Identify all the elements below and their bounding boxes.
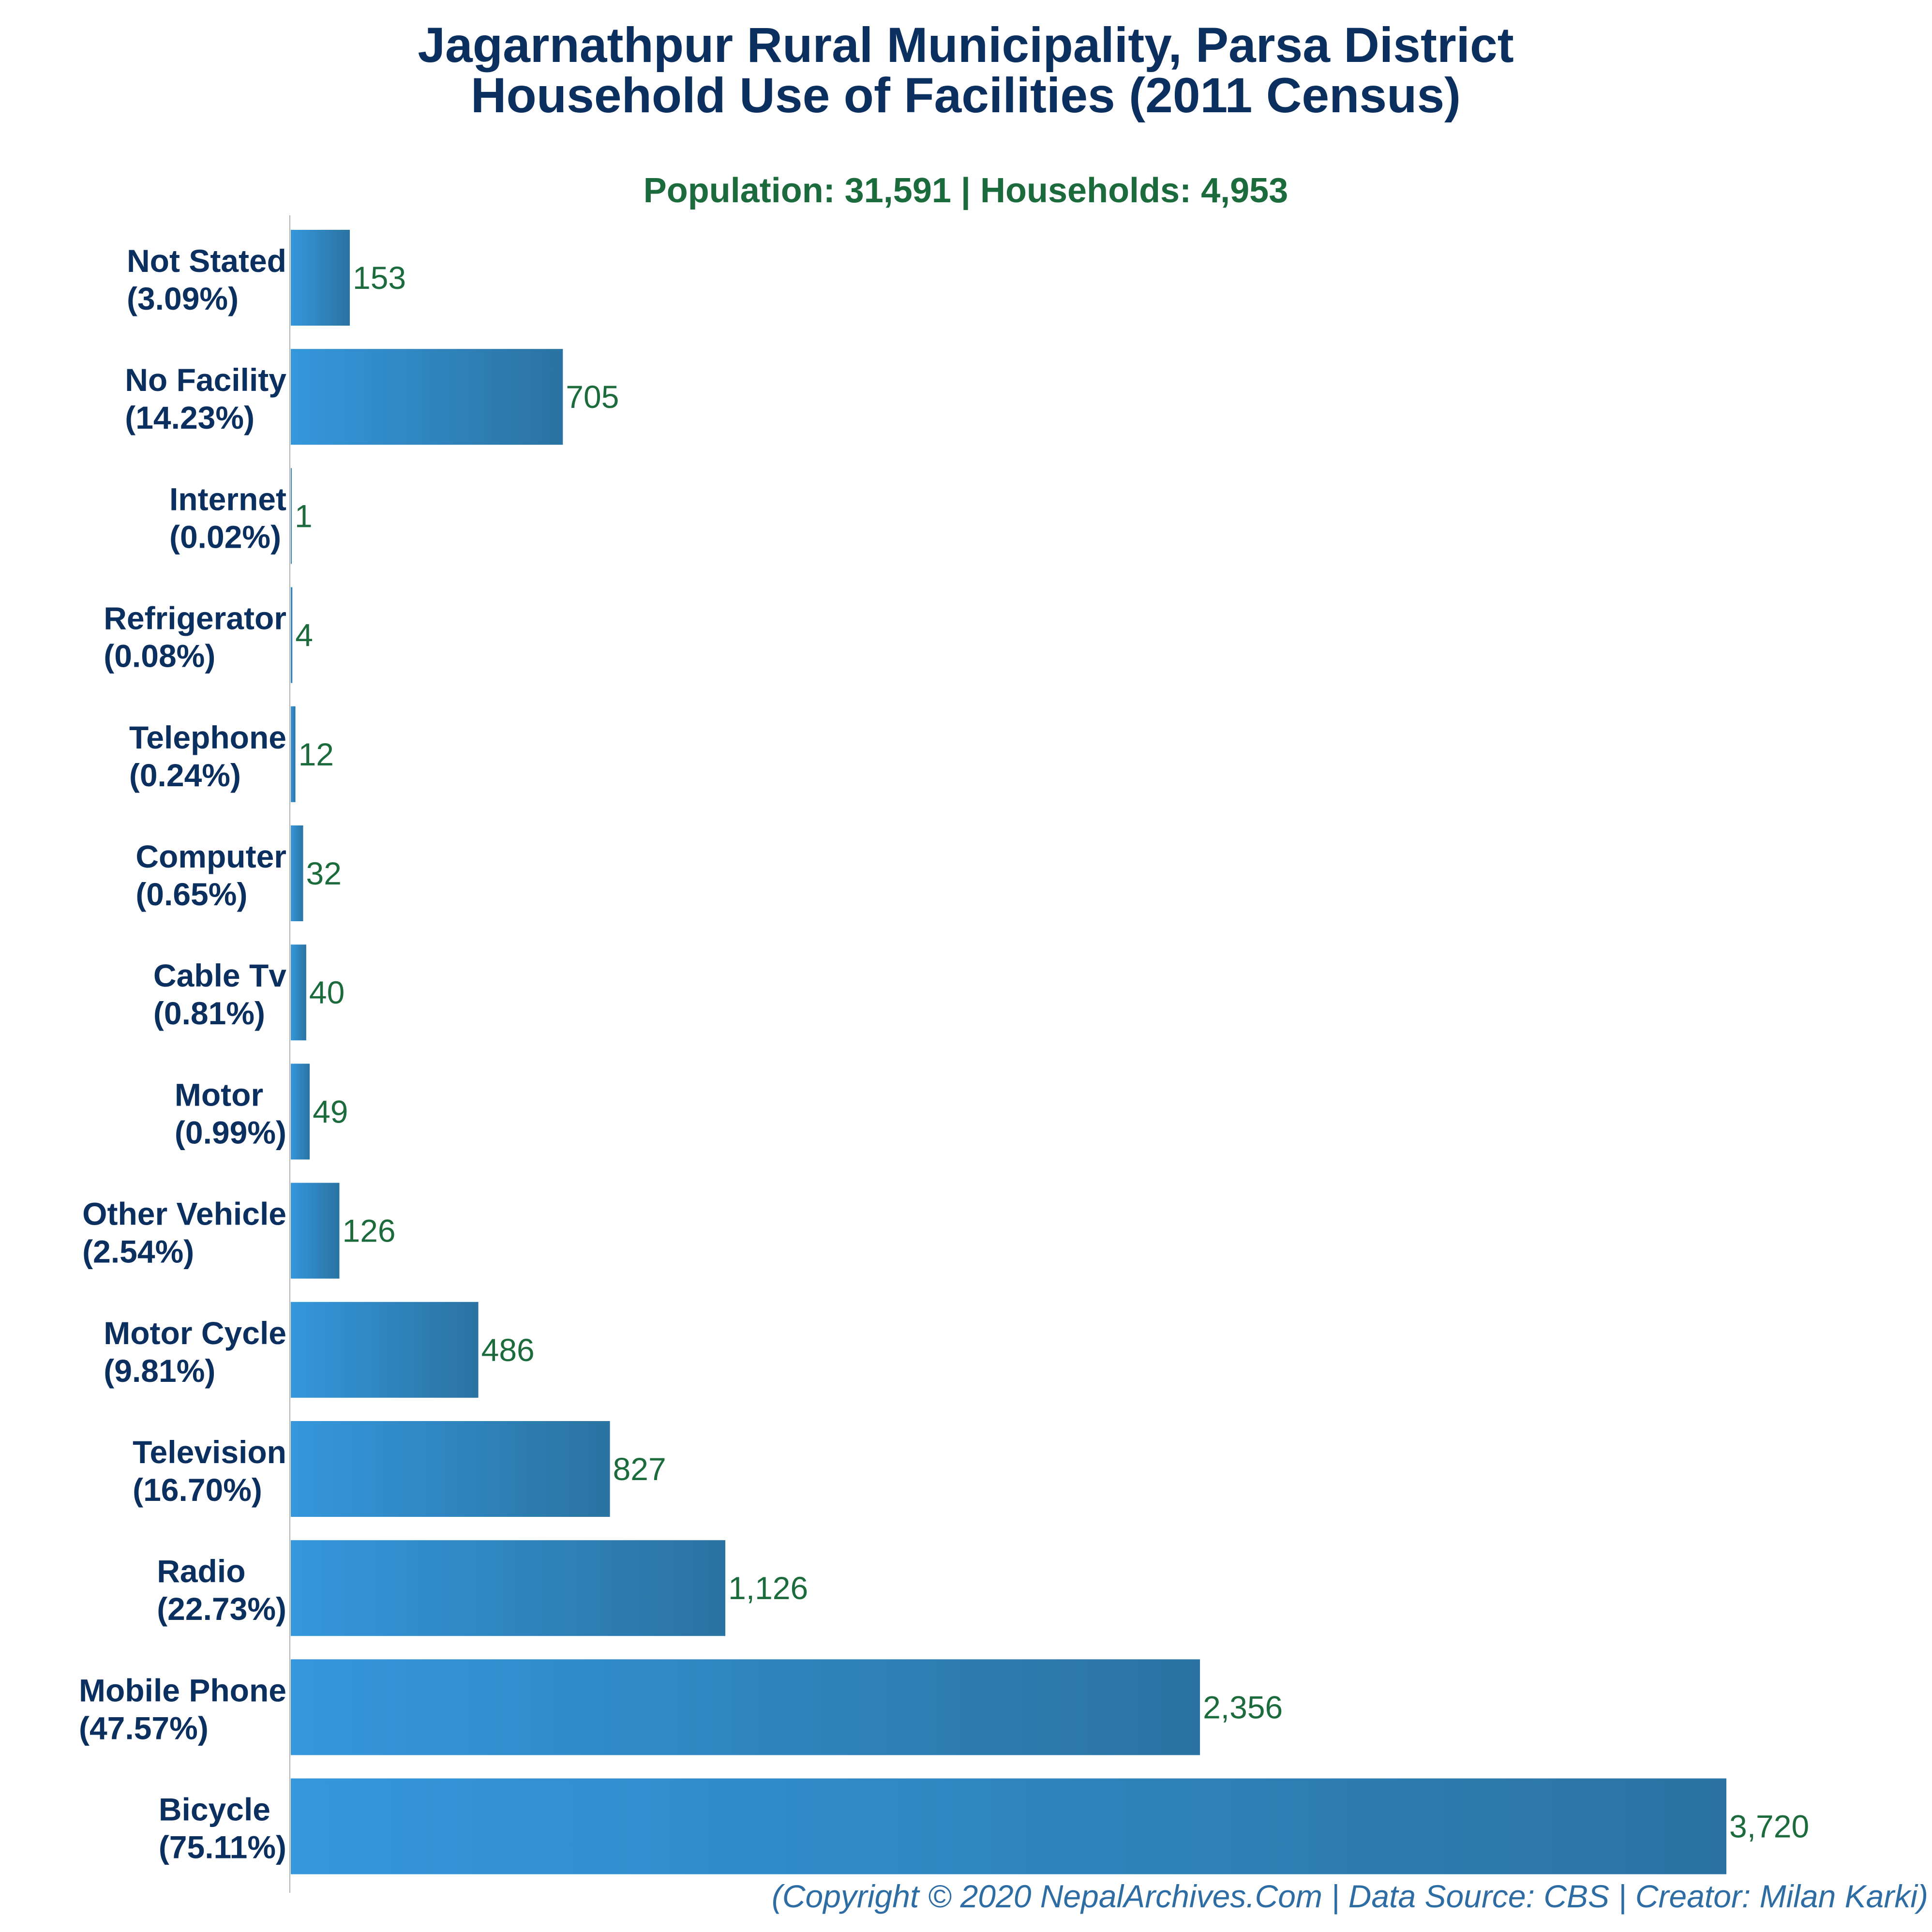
category-name: Telephone [129, 719, 286, 755]
bar-value-label: 2,356 [1203, 1689, 1283, 1725]
category-name: Cable Tv [153, 958, 286, 993]
bar [291, 1778, 1726, 1874]
bar-value-label: 12 [299, 736, 334, 772]
category-name: Mobile Phone [79, 1672, 286, 1708]
category-label: Refrigerator (0.08%) [104, 600, 286, 674]
bar [291, 825, 303, 921]
category-name: Motor Cycle [104, 1315, 286, 1351]
category-name: Refrigerator [104, 600, 286, 636]
category-label: Computer (0.65%) [135, 839, 286, 912]
bar [291, 468, 292, 564]
bar-value-label: 827 [613, 1451, 666, 1487]
category-label: Television (16.70%) [133, 1434, 286, 1508]
category-label: Not Stated (3.09%) [127, 243, 286, 316]
bar-group: 12 Telephone (0.24%) [129, 706, 334, 802]
category-name: Motor [175, 1077, 263, 1112]
category-label: Motor (0.99%) [175, 1077, 286, 1150]
bar-group: 2,356 Mobile Phone (47.57%) [79, 1659, 1283, 1755]
category-percent: (2.54%) [82, 1234, 194, 1270]
category-label: Other Vehicle (2.54%) [82, 1196, 286, 1270]
bar [291, 1421, 610, 1517]
bar-value-label: 32 [306, 855, 342, 891]
bar-value-label: 705 [566, 379, 619, 415]
category-name: No Facility [125, 362, 286, 398]
category-name: Television [133, 1434, 286, 1470]
category-label: Cable Tv (0.81%) [153, 958, 286, 1031]
bar [291, 349, 563, 445]
category-name: Other Vehicle [82, 1196, 286, 1232]
category-percent: (0.99%) [175, 1114, 286, 1150]
bar-group: 126 Other Vehicle (2.54%) [82, 1183, 396, 1279]
bar-value-label: 4 [295, 617, 313, 653]
bar-group: 3,720 Bicycle (75.11%) [159, 1778, 1809, 1874]
category-label: No Facility (14.23%) [125, 362, 286, 435]
bar-group: 40 Cable Tv (0.81%) [153, 944, 344, 1041]
bar [291, 944, 306, 1041]
bar-value-label: 1,126 [728, 1570, 808, 1606]
bar [291, 1302, 479, 1398]
category-percent: (0.08%) [104, 638, 215, 674]
bar-value-label: 126 [342, 1213, 395, 1249]
bar [291, 1183, 340, 1279]
category-label: Telephone (0.24%) [129, 719, 286, 793]
bar-value-label: 49 [313, 1093, 348, 1129]
chart-title-line2: Household Use of Facilities (2011 Census… [471, 68, 1461, 123]
category-name: Radio [157, 1553, 245, 1589]
bar-group: 486 Motor Cycle (9.81%) [104, 1302, 535, 1398]
category-percent: (14.23%) [125, 400, 255, 435]
bar-value-label: 3,720 [1729, 1809, 1809, 1844]
category-label: Radio (22.73%) [157, 1553, 286, 1627]
bar-group: 827 Television (16.70%) [133, 1421, 666, 1517]
bar [291, 706, 296, 802]
bar-value-label: 486 [481, 1332, 535, 1368]
bar-value-label: 153 [353, 260, 406, 296]
category-percent: (0.65%) [135, 876, 247, 912]
bar [291, 1063, 310, 1160]
category-name: Bicycle [159, 1792, 270, 1827]
category-name: Computer [135, 839, 286, 874]
category-label: Motor Cycle (9.81%) [104, 1315, 286, 1389]
bar [291, 1659, 1200, 1755]
bar [291, 587, 293, 683]
chart-title-line1: Jagarnathpur Rural Municipality, Parsa D… [418, 17, 1513, 73]
bars-layer: 153 Not Stated (3.09%) 705 No Facility (14.23… [79, 230, 1809, 1874]
bar-value-label: 40 [309, 974, 344, 1010]
bar-group: 49 Motor (0.99%) [175, 1063, 348, 1160]
chart-subtitle: Population: 31,591 | Households: 4,953 [644, 171, 1288, 210]
category-percent: (47.57%) [79, 1710, 209, 1746]
bar [291, 1540, 726, 1636]
category-percent: (9.81%) [104, 1353, 215, 1389]
bar-group: 32 Computer (0.65%) [135, 825, 342, 921]
category-percent: (3.09%) [127, 281, 239, 316]
category-percent: (0.02%) [169, 519, 281, 554]
bar-group: 1,126 Radio (22.73%) [157, 1540, 808, 1636]
category-percent: (16.70%) [133, 1472, 262, 1508]
bar-group: 705 No Facility (14.23%) [125, 349, 619, 445]
bar [291, 230, 350, 326]
category-percent: (22.73%) [157, 1591, 286, 1627]
bar-group: 153 Not Stated (3.09%) [127, 230, 406, 326]
category-percent: (0.24%) [129, 757, 241, 793]
chart-footer: (Copyright © 2020 NepalArchives.Com | Da… [772, 1878, 1928, 1915]
bar-value-label: 1 [295, 498, 313, 534]
category-percent: (75.11%) [159, 1829, 286, 1865]
category-label: Mobile Phone (47.57%) [79, 1672, 286, 1746]
category-name: Internet [169, 481, 286, 517]
category-label: Bicycle (75.11%) [159, 1792, 286, 1865]
category-name: Not Stated [127, 243, 286, 279]
category-label: Internet (0.02%) [169, 481, 286, 554]
category-percent: (0.81%) [153, 995, 265, 1031]
